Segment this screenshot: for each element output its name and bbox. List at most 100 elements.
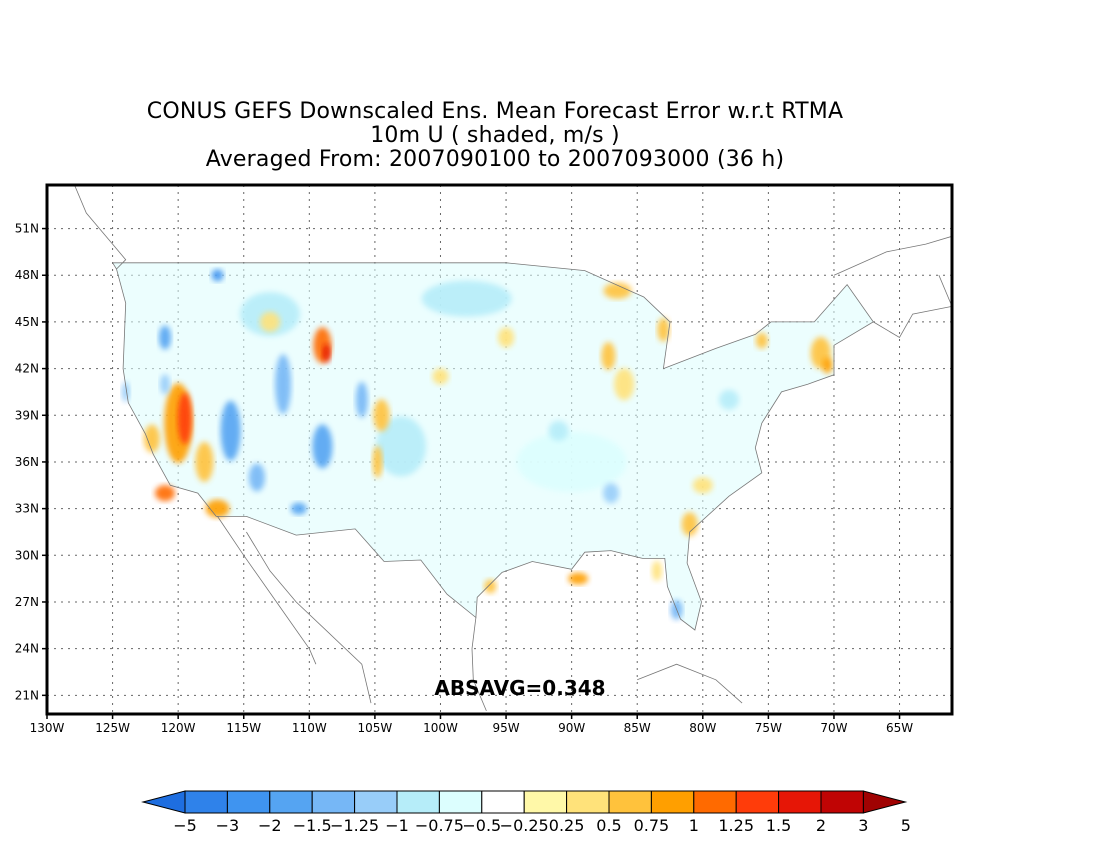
- lat-tick-label: 51N: [15, 222, 39, 236]
- colorbar-label: −1.25: [330, 816, 379, 835]
- title-line-1: CONUS GEFS Downscaled Ens. Mean Forecast…: [146, 99, 844, 124]
- colorbar-label: 0.75: [634, 816, 670, 835]
- colorbar-labels: −5 −3 −2 −1.5−1.25 −1 −0.75−0.5−0.25 0.25 0.5 0.…: [173, 816, 911, 835]
- error-blob: [373, 399, 390, 432]
- colorbar-label: −5: [173, 816, 197, 835]
- error-blob: [248, 463, 265, 492]
- colorbar-box: [820, 790, 864, 814]
- lat-tick-label: 33N: [15, 502, 39, 516]
- colorbar-right-arrow: [862, 790, 908, 814]
- baja-coast: [217, 516, 317, 665]
- lat-tick-label: 21N: [15, 688, 39, 702]
- lon-tick-label: 80W: [689, 721, 716, 735]
- mexico-gulf-coast: [471, 617, 487, 712]
- error-blob: [160, 374, 170, 395]
- error-blob: [211, 269, 224, 282]
- colorbar-box: [481, 790, 525, 814]
- lat-tick-label: 48N: [15, 268, 39, 282]
- axis-tick-labels: 130W 125W 120W 115W 110W 105W 100W 95W 90W 85W 80W…: [15, 222, 913, 735]
- error-blob: [220, 400, 241, 461]
- colorbar-box: [650, 790, 695, 814]
- colorbar-label: 1.5: [766, 816, 791, 835]
- error-blob: [177, 392, 192, 445]
- colorbar-left-arrow: [141, 790, 186, 814]
- error-blob: [290, 502, 307, 515]
- lon-tick-label: 110W: [292, 721, 327, 735]
- colorbar-box: [735, 790, 780, 814]
- error-blob: [755, 332, 768, 349]
- colorbar-boxes: [141, 790, 908, 814]
- colorbar-label: −1.5: [293, 816, 332, 835]
- lat-tick-label: 27N: [15, 595, 39, 609]
- shaded-error-field: [112, 262, 874, 630]
- error-blob: [719, 389, 739, 410]
- colorbar-box: [438, 790, 483, 814]
- error-blob: [614, 368, 635, 401]
- colorbar-box: [396, 790, 440, 814]
- maritimes-coast: [873, 275, 952, 339]
- st-lawrence-coast: [833, 235, 952, 276]
- title-line-2: 10m U ( shaded, m/s ): [370, 123, 620, 148]
- error-blob: [421, 280, 512, 317]
- lon-tick-label: 85W: [624, 721, 651, 735]
- error-blob: [322, 344, 331, 362]
- error-blob: [275, 354, 292, 415]
- lon-tick-label: 75W: [755, 721, 782, 735]
- lat-tick-label: 30N: [15, 548, 39, 562]
- colorbar-label: −0.5: [462, 816, 501, 835]
- error-blob: [484, 579, 497, 594]
- colorbar-label: −0.75: [415, 816, 464, 835]
- lon-tick-label: 65W: [886, 721, 913, 735]
- colorbar-box: [184, 790, 228, 814]
- error-blob: [355, 381, 368, 418]
- cuba-coast: [637, 663, 743, 704]
- colorbar-label: 5: [901, 816, 911, 835]
- error-blob: [432, 368, 449, 385]
- colorbar-label: 0.5: [596, 816, 621, 835]
- error-blob: [692, 477, 713, 494]
- colorbar-box: [354, 790, 398, 814]
- domain-background: [112, 262, 874, 630]
- error-blob: [548, 420, 569, 441]
- colorbar-label: −2: [258, 816, 282, 835]
- error-blob: [155, 485, 175, 502]
- lon-tick-label: 100W: [423, 721, 458, 735]
- absavg-annotation: ABSAVG=0.348: [434, 676, 605, 700]
- error-blob: [372, 445, 383, 478]
- error-blob: [601, 342, 616, 371]
- colorbar-box: [778, 790, 822, 814]
- colorbar-box: [269, 790, 313, 814]
- colorbar-label: 0.25: [549, 816, 585, 835]
- lat-tick-label: 39N: [15, 408, 39, 422]
- colorbar-label: −3: [216, 816, 240, 835]
- error-blob: [159, 325, 171, 350]
- error-blob: [603, 282, 632, 299]
- error-blob: [376, 416, 427, 477]
- colorbar-label: 1.25: [718, 816, 754, 835]
- error-blob: [143, 424, 160, 453]
- colorbar-label: −0.25: [500, 816, 549, 835]
- lon-tick-label: 130W: [30, 721, 65, 735]
- error-blob: [603, 483, 619, 504]
- lon-tick-label: 115W: [226, 721, 261, 735]
- lat-tick-label: 45N: [15, 315, 39, 329]
- lon-tick-label: 120W: [161, 721, 196, 735]
- lon-tick-label: 125W: [95, 721, 130, 735]
- mexico-west-coast: [246, 531, 372, 704]
- error-blob: [516, 431, 627, 492]
- lat-tick-label: 42N: [15, 362, 39, 376]
- conus-outline: [112, 262, 874, 631]
- lon-tick-label: 70W: [820, 721, 847, 735]
- error-blob: [312, 424, 333, 469]
- colorbar-box: [523, 790, 568, 814]
- error-blob: [568, 572, 589, 585]
- title-line-3: Averaged From: 2007090100 to 2007093000 …: [205, 147, 785, 172]
- lat-tick-label: 36N: [15, 455, 39, 469]
- lon-tick-label: 90W: [558, 721, 585, 735]
- colorbar-box: [693, 790, 737, 814]
- colorbar-box: [608, 790, 652, 814]
- colorbar-label: −1: [385, 816, 409, 835]
- bc-coast: [74, 185, 127, 270]
